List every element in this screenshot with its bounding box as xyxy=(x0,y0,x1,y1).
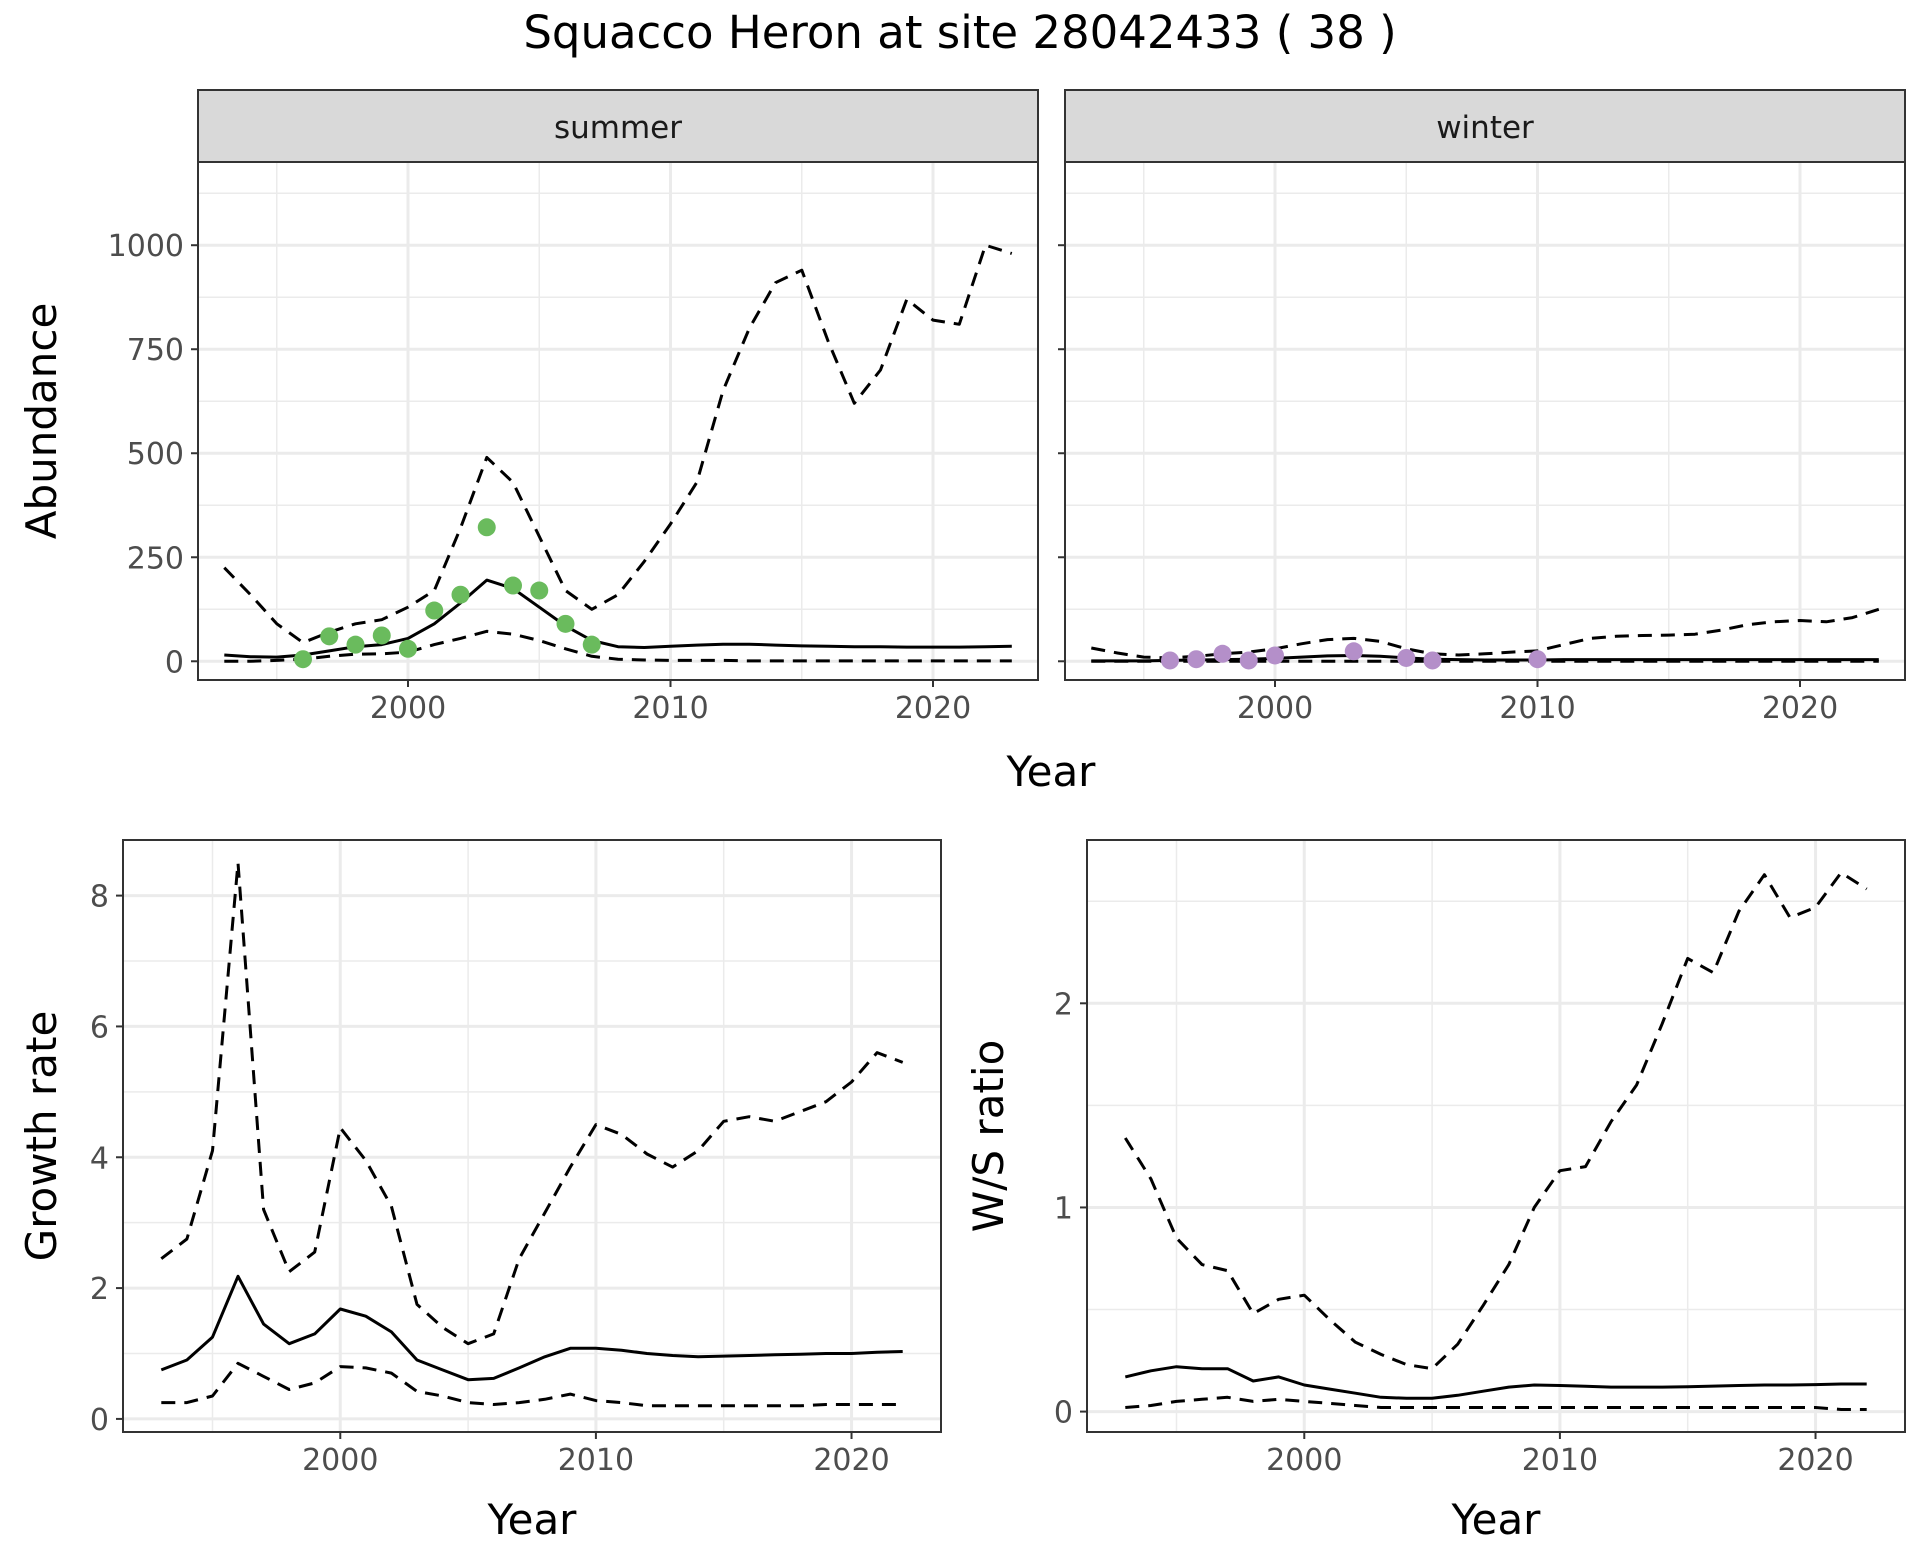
y-tick-label: 6 xyxy=(90,1010,109,1045)
panel-border xyxy=(1086,839,1906,1433)
x-tick-label: 2000 xyxy=(370,691,446,726)
observation-point xyxy=(556,614,575,633)
observation-point xyxy=(1239,651,1258,670)
y-tick-label: 0 xyxy=(1054,1396,1073,1431)
facet-strip-label: winter xyxy=(1436,110,1534,146)
observation-point xyxy=(1344,642,1363,661)
observation-point xyxy=(1187,650,1206,669)
y-axis-title: Growth rate xyxy=(17,1011,66,1262)
y-tick-label: 1000 xyxy=(108,229,184,264)
y-tick-label: 250 xyxy=(127,541,184,576)
facet-strip xyxy=(197,89,1039,163)
lower-bound-line xyxy=(1125,1395,1867,1411)
observation-point xyxy=(320,627,339,646)
x-tick-label: 2010 xyxy=(632,691,708,726)
lower-bound-line xyxy=(161,1361,903,1408)
y-axis-title: W/S ratio xyxy=(964,1040,1013,1233)
observation-point xyxy=(399,639,417,658)
observation-point xyxy=(477,518,496,537)
panel-border xyxy=(122,839,942,1433)
fitted-line xyxy=(1124,1365,1867,1400)
gridlines xyxy=(198,162,1038,680)
gridlines xyxy=(1087,840,1905,1432)
facet-strip-label: summer xyxy=(554,110,682,146)
observation-point xyxy=(294,650,312,669)
x-axis-title: Year xyxy=(1006,747,1097,796)
gridlines xyxy=(123,840,941,1432)
fitted-line xyxy=(160,1274,903,1382)
observation-point xyxy=(1397,648,1416,667)
y-tick-label: 1 xyxy=(1054,1191,1073,1226)
y-tick-label: 0 xyxy=(90,1403,109,1438)
y-tick-label: 2 xyxy=(90,1272,109,1307)
observation-point xyxy=(425,601,444,620)
observation-point xyxy=(346,635,365,654)
observation-point xyxy=(582,635,601,654)
upper-bound-line xyxy=(1124,871,1868,1371)
plot-title: Squacco Heron at site 28042433 ( 38 ) xyxy=(523,6,1396,59)
x-tick-label: 2010 xyxy=(1499,691,1575,726)
x-tick-label: 2010 xyxy=(1522,1443,1598,1478)
upper-bound-line xyxy=(223,243,1013,645)
observation-point xyxy=(1528,650,1547,669)
y-tick-label: 4 xyxy=(90,1141,109,1176)
panel-border xyxy=(1064,161,1906,681)
x-tick-label: 2020 xyxy=(1762,691,1838,726)
observation-point xyxy=(1161,651,1179,670)
observation-point xyxy=(1423,651,1442,670)
y-tick-label: 500 xyxy=(127,437,184,472)
y-tick-label: 8 xyxy=(90,880,109,915)
observation-point xyxy=(1266,646,1284,665)
observation-point xyxy=(530,581,549,600)
x-tick-label: 2010 xyxy=(558,1443,634,1478)
x-axis-title: Year xyxy=(1451,1495,1542,1544)
upper-bound-line xyxy=(1091,607,1880,660)
x-tick-label: 2000 xyxy=(1266,1443,1342,1478)
lower-bound-line xyxy=(224,629,1012,663)
x-tick-label: 2000 xyxy=(1237,691,1313,726)
observation-point xyxy=(372,626,391,645)
x-tick-label: 2020 xyxy=(1777,1443,1853,1478)
observation-point xyxy=(1213,644,1232,663)
y-tick-label: 0 xyxy=(165,645,184,680)
x-tick-label: 2000 xyxy=(302,1443,378,1478)
observation-point xyxy=(504,576,522,595)
y-axis-title: Abundance xyxy=(17,303,66,540)
x-tick-label: 2020 xyxy=(895,691,971,726)
upper-bound-line xyxy=(160,861,904,1346)
observation-point xyxy=(451,585,470,604)
y-tick-label: 750 xyxy=(127,333,184,368)
y-tick-label: 2 xyxy=(1054,987,1073,1022)
panel-border xyxy=(197,161,1039,681)
facet-strip xyxy=(1064,89,1906,163)
x-tick-label: 2020 xyxy=(813,1443,889,1478)
x-axis-title: Year xyxy=(487,1495,578,1544)
